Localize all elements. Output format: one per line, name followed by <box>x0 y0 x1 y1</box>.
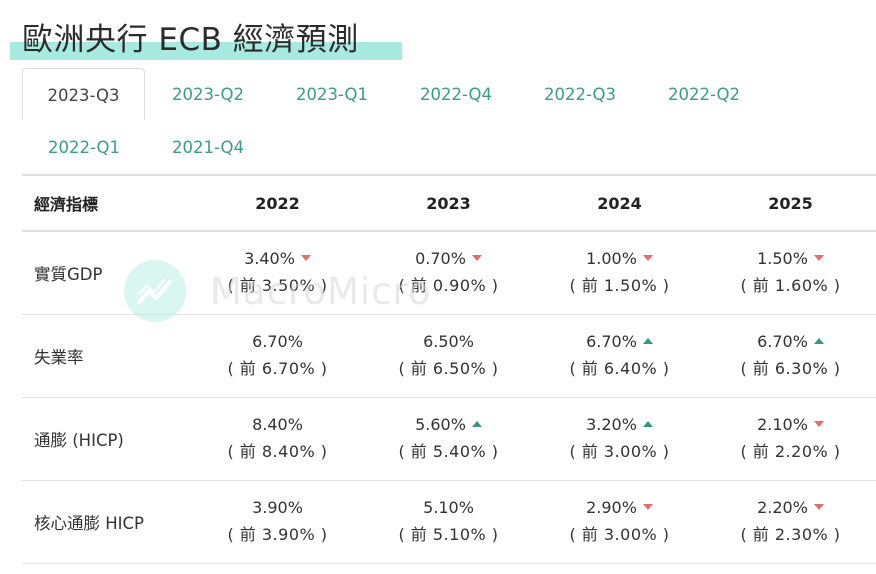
cell-previous: ( 前 3.00% ) <box>569 525 670 544</box>
cell-value: 6.70% <box>586 332 637 351</box>
table-row: 實質GDP 3.40%( 前 3.50% ) 0.70%( 前 0.90% ) … <box>22 231 876 315</box>
arrow-down-icon <box>813 420 824 427</box>
row-label-core-hicp: 核心通膨 HICP <box>22 480 192 564</box>
page-title: 歐洲央行 ECB 經濟預測 <box>22 22 359 58</box>
title-highlight <box>10 42 402 60</box>
header-2022: 2022 <box>192 174 363 232</box>
cell-value: 1.00% <box>586 249 637 268</box>
cell-value: 3.90% <box>252 498 303 517</box>
tab-bar: 2023-Q3 2023-Q2 2023-Q1 2022-Q4 2022-Q3 … <box>22 68 876 174</box>
table-cell: 2.10% ( 前 2.20% ) <box>705 397 876 481</box>
header-2023: 2023 <box>363 174 534 232</box>
table-cell: 1.00% ( 前 1.50% ) <box>534 231 705 315</box>
cell-value: 3.20% <box>586 415 637 434</box>
cell-previous: ( 前 1.50% ) <box>569 276 670 295</box>
cell-previous: ( 前 6.50% ) <box>398 359 499 378</box>
table-cell: 1.50% ( 前 1.60% ) <box>705 231 876 315</box>
cell-previous: ( 前 3.00% ) <box>569 442 670 461</box>
arrow-down-icon <box>300 254 311 261</box>
table-cell: 2.20% ( 前 2.30% ) <box>705 480 876 564</box>
table-row: 失業率 6.70% ( 前 6.70% ) 6.50% ( 前 6.50% ) 6.… <box>22 314 876 398</box>
tab-2022-q3[interactable]: 2022-Q3 <box>543 85 617 104</box>
table-cell: 5.10% ( 前 5.10% ) <box>363 480 534 564</box>
arrow-down-icon <box>642 503 653 510</box>
cell-value: 0.70% <box>415 249 466 268</box>
arrow-down-icon <box>813 503 824 510</box>
table-cell: 5.60% ( 前 5.40% ) <box>363 397 534 481</box>
row-label-hicp: 通膨 (HICP) <box>22 397 192 481</box>
table-cell: 3.20% ( 前 3.00% ) <box>534 397 705 481</box>
tab-2022-q4[interactable]: 2022-Q4 <box>419 85 493 104</box>
cell-value: 8.40% <box>252 415 303 434</box>
table-cell: 6.70% ( 前 6.30% ) <box>705 314 876 398</box>
tab-2023-q3[interactable]: 2023-Q3 <box>22 68 145 120</box>
cell-value: 6.70% <box>757 332 808 351</box>
cell-previous: ( 前 5.40% ) <box>398 442 499 461</box>
arrow-up-icon <box>642 337 653 344</box>
cell-value: 6.70% <box>252 332 303 351</box>
arrow-down-icon <box>642 254 653 261</box>
cell-value: 6.50% <box>423 332 474 351</box>
title-block: 歐洲央行 ECB 經濟預測 <box>10 8 402 64</box>
table-cell: 0.70% ( 前 0.90% ) <box>363 231 534 315</box>
table-cell: 2.90% ( 前 3.00% ) <box>534 480 705 564</box>
table-header-row: 經濟指標 2022 2023 2024 2025 <box>22 174 876 232</box>
forecast-table: 經濟指標 2022 2023 2024 2025 實質GDP 3.40% ( 前 … <box>22 174 876 564</box>
cell-value: 2.90% <box>586 498 637 517</box>
arrow-down-icon <box>813 254 824 261</box>
cell-previous: ( 前 3.50% ) <box>227 276 328 295</box>
cell-previous: ( 前 3.90% ) <box>227 525 328 544</box>
tab-2023-q2[interactable]: 2023-Q2 <box>171 85 245 104</box>
header-indicator: 經濟指標 <box>22 174 192 232</box>
cell-value: 2.10% <box>757 415 808 434</box>
table-cell: 8.40% ( 前 8.40% ) <box>192 397 363 481</box>
row-label-unemployment: 失業率 <box>22 314 192 398</box>
table-cell: 6.70% ( 前 6.40% ) <box>534 314 705 398</box>
cell-value: 5.10% <box>423 498 474 517</box>
arrow-up-icon <box>813 337 824 344</box>
arrow-up-icon <box>471 420 482 427</box>
cell-previous: ( 前 2.30% ) <box>740 525 841 544</box>
table-row: 核心通膨 HICP 3.90% ( 前 3.90% ) 5.10% ( 前 5.10… <box>22 480 876 564</box>
table-cell: 6.70% ( 前 6.70% ) <box>192 314 363 398</box>
arrow-up-icon <box>642 420 653 427</box>
table-cell: 3.90% ( 前 3.90% ) <box>192 480 363 564</box>
row-label-gdp: 實質GDP <box>22 231 192 315</box>
cell-value: 2.20% <box>757 498 808 517</box>
table-row: 通膨 (HICP) 8.40% ( 前 8.40% ) 5.60% ( 前 5.40… <box>22 397 876 481</box>
cell-previous: ( 前 6.70% ) <box>227 359 328 378</box>
cell-value: 3.40% <box>244 249 295 268</box>
cell-previous: ( 前 2.20% ) <box>740 442 841 461</box>
tab-2021-q4[interactable]: 2021-Q4 <box>171 138 245 157</box>
header-2024: 2024 <box>534 174 705 232</box>
cell-previous: ( 前 1.60% ) <box>740 276 841 295</box>
cell-value: 5.60% <box>415 415 466 434</box>
table-cell: 3.40% ( 前 3.50% ) <box>192 231 363 315</box>
cell-previous: ( 前 6.30% ) <box>740 359 841 378</box>
arrow-down-icon <box>471 254 482 261</box>
cell-previous: ( 前 8.40% ) <box>227 442 328 461</box>
cell-previous: ( 前 5.10% ) <box>398 525 499 544</box>
tab-2022-q1[interactable]: 2022-Q1 <box>47 138 121 157</box>
cell-value: 1.50% <box>757 249 808 268</box>
cell-previous: ( 前 6.40% ) <box>569 359 670 378</box>
table-cell: 6.50% ( 前 6.50% ) <box>363 314 534 398</box>
tab-2022-q2[interactable]: 2022-Q2 <box>667 85 741 104</box>
cell-previous: ( 前 0.90% ) <box>398 276 499 295</box>
tab-2023-q1[interactable]: 2023-Q1 <box>295 85 369 104</box>
header-2025: 2025 <box>705 174 876 232</box>
